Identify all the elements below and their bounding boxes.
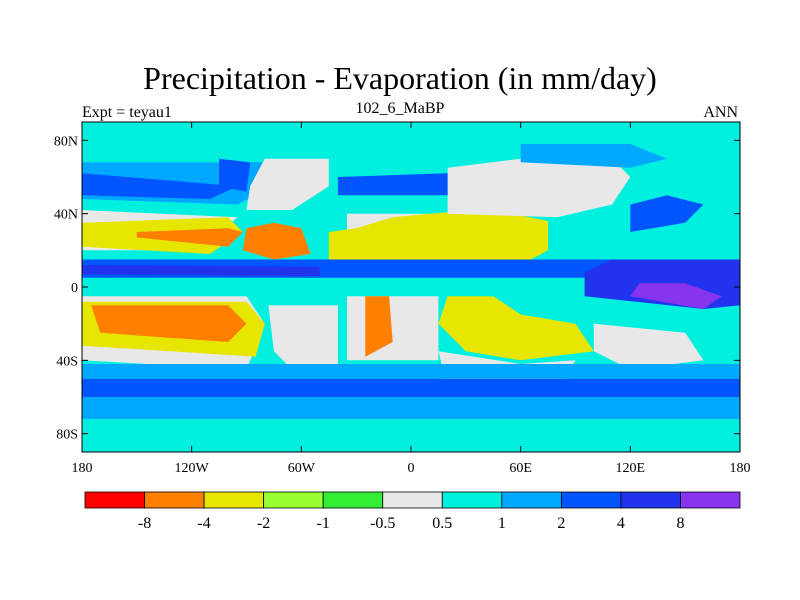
colorbar-swatch xyxy=(84,491,145,509)
colorbar-label: 1 xyxy=(498,515,506,532)
colorbar-label: 8 xyxy=(676,515,684,532)
x-tick-label: 60E xyxy=(509,461,532,476)
colorbar-swatch xyxy=(441,491,503,509)
colorbar-label: -0.5 xyxy=(370,515,395,532)
x-tick-label: 180 xyxy=(730,461,751,476)
colorbar-swatch xyxy=(144,491,205,509)
region-north-pacific-orange xyxy=(136,228,243,247)
region-north-america-orange xyxy=(242,222,311,260)
region-siberia-mid xyxy=(520,144,667,168)
region-southern-ocean-mid xyxy=(82,364,740,379)
colorbar-swatch xyxy=(382,491,443,509)
subtitle: 102_6_MaBP xyxy=(355,100,445,117)
region-north-america-west-wet xyxy=(219,158,251,192)
region-tropical-itcz-core xyxy=(82,265,320,276)
x-tick-label: 120E xyxy=(616,461,646,476)
right-string: ANN xyxy=(703,104,738,121)
colorbar-label: -8 xyxy=(138,515,151,532)
region-north-pacific-storm xyxy=(82,173,238,199)
colorbar-swatch xyxy=(560,491,622,509)
colorbar-swatch xyxy=(263,491,324,509)
y-tick-label: 0 xyxy=(71,281,78,296)
region-southern-ocean-wet xyxy=(82,378,740,397)
region-south-atlantic-dry xyxy=(347,296,439,361)
region-east-asia-wet xyxy=(630,195,704,232)
y-tick-label: 80S xyxy=(56,428,78,443)
region-north-atlantic-wet xyxy=(337,173,448,196)
region-south-atlantic-orange xyxy=(365,296,393,357)
y-tick-label: 80N xyxy=(54,134,78,149)
region-eurasia-north-dry xyxy=(447,158,631,218)
colorbar-swatch xyxy=(501,491,562,509)
colorbar-label: -1 xyxy=(317,515,330,532)
x-tick-label: 60W xyxy=(288,461,316,476)
region-australia-dry xyxy=(593,323,704,370)
x-tick-label: 180 xyxy=(72,461,93,476)
colorbar-label: 2 xyxy=(557,515,565,532)
colorbar-swatch xyxy=(322,491,384,509)
region-africa-yellow xyxy=(438,296,594,361)
colorbar-swatch xyxy=(203,491,265,509)
colorbar-label: 4 xyxy=(617,515,625,532)
x-tick-label: 120W xyxy=(175,461,210,476)
left-string: Expt = teyau1 xyxy=(82,104,172,121)
region-south-pacific-orange xyxy=(91,305,247,342)
chart-title: Precipitation - Evaporation (in mm/day) xyxy=(143,60,657,96)
colorbar-label: -2 xyxy=(257,515,270,532)
region-western-pacific-core xyxy=(630,283,722,309)
colorbar-label: 0.5 xyxy=(432,515,452,532)
region-north-america-interior xyxy=(246,158,329,210)
x-tick-label: 0 xyxy=(408,461,415,476)
region-north-africa-yellow xyxy=(328,210,549,273)
y-tick-label: 40N xyxy=(54,208,78,223)
colorbar-label: -4 xyxy=(197,515,210,532)
y-tick-label: 40S xyxy=(56,354,78,369)
region-antarctic-mid xyxy=(82,397,740,419)
colorbar-swatch xyxy=(620,491,681,509)
region-south-america-dry xyxy=(268,305,338,379)
colorbar-swatch xyxy=(680,491,741,509)
region-equatorial-gap xyxy=(82,279,338,287)
